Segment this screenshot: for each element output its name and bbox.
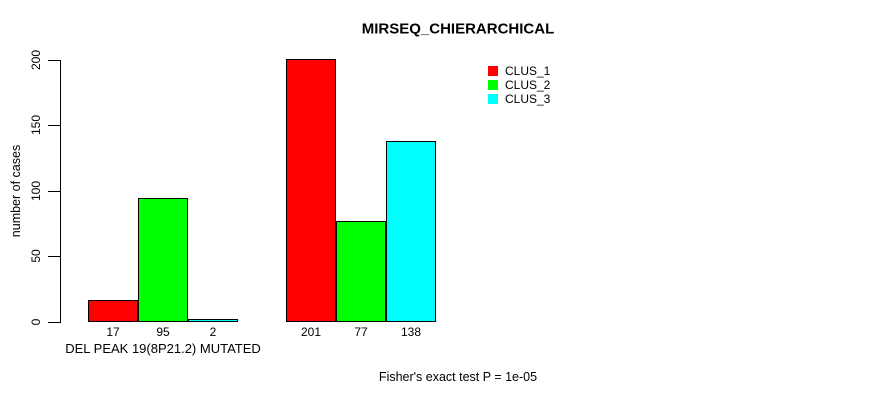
bar-clus_2-group1	[138, 198, 188, 322]
chart-title: MIRSEQ_CHIERARCHICAL	[361, 20, 555, 38]
bar-clus_1-group1	[88, 300, 138, 322]
legend-item-clus_2: CLUS_2	[488, 78, 550, 92]
y-axis-label: number of cases	[9, 144, 23, 238]
category-label-group1: DEL PEAK 19(8P21.2) MUTATED	[65, 341, 261, 356]
legend-label: CLUS_2	[505, 78, 551, 92]
bar-clus_3-group1	[188, 319, 238, 322]
legend-item-clus_1: CLUS_1	[488, 64, 550, 78]
y-axis-tick-label: 150	[29, 114, 43, 136]
footnote: Fisher's exact test P = 1e-05	[378, 370, 538, 384]
legend-swatch-clus_1	[488, 66, 498, 76]
bar-value-label: 77	[354, 325, 368, 339]
y-axis-tick	[48, 125, 60, 126]
y-axis-tick	[48, 256, 60, 257]
y-axis-tick-label: 50	[29, 249, 43, 263]
bar-value-label: 138	[400, 325, 422, 339]
y-axis-tick-label: 100	[29, 180, 43, 202]
legend-swatch-clus_2	[488, 80, 498, 90]
bar-clus_3-group2	[386, 141, 436, 322]
bar-value-label: 17	[106, 325, 120, 339]
bar-value-label: 2	[209, 325, 217, 339]
legend-label: CLUS_3	[505, 92, 551, 106]
y-axis-tick	[48, 191, 60, 192]
y-axis-tick-label: 0	[29, 318, 43, 326]
y-axis-tick	[48, 322, 60, 323]
legend-swatch-clus_3	[488, 94, 498, 104]
y-axis-line	[60, 60, 61, 323]
y-axis-tick-label: 200	[29, 49, 43, 71]
y-axis-tick	[48, 60, 60, 61]
bar-clus_2-group2	[336, 221, 386, 322]
bar-value-label: 201	[300, 325, 322, 339]
legend-label: CLUS_1	[505, 64, 551, 78]
legend-item-clus_3: CLUS_3	[488, 92, 550, 106]
bar-value-label: 95	[156, 325, 170, 339]
bar-clus_1-group2	[286, 59, 336, 322]
